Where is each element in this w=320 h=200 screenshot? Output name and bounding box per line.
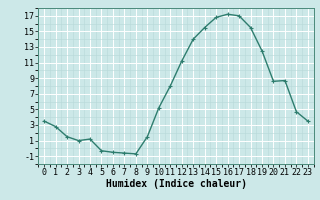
X-axis label: Humidex (Indice chaleur): Humidex (Indice chaleur) — [106, 179, 246, 189]
